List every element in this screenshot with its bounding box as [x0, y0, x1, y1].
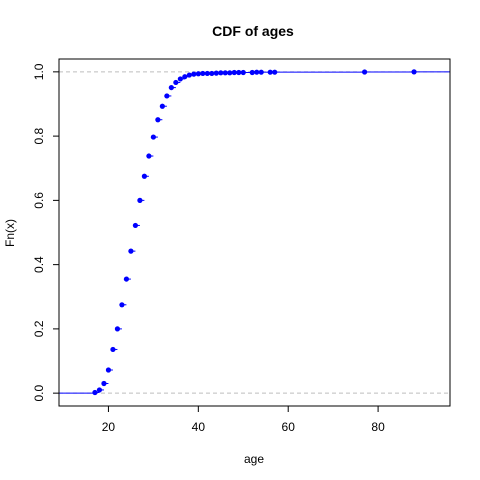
data-point: [222, 70, 228, 76]
data-point: [96, 387, 103, 393]
x-tick-label: 80: [371, 420, 385, 434]
x-axis-label: age: [244, 452, 264, 466]
data-point: [132, 222, 139, 229]
data-point: [362, 69, 368, 75]
data-point: [119, 302, 125, 308]
data-point: [173, 79, 179, 86]
data-point: [411, 69, 417, 75]
y-tick-label: 0.8: [32, 127, 46, 144]
data-point: [218, 70, 224, 76]
data-point: [110, 346, 116, 353]
data-point: [164, 93, 170, 99]
data-point: [249, 69, 255, 76]
y-tick-label: 0.4: [32, 256, 46, 273]
x-tick-label: 60: [282, 420, 296, 434]
data-point: [267, 69, 273, 75]
data-point: [254, 69, 260, 75]
data-point: [200, 70, 206, 77]
data-point: [272, 69, 278, 75]
chart-title: CDF of ages: [212, 23, 294, 39]
data-point: [209, 70, 215, 77]
data-point: [101, 380, 107, 387]
data-point: [240, 69, 246, 76]
y-tick-label: 0.6: [32, 192, 46, 209]
y-tick-label: 0.2: [32, 320, 46, 337]
data-point: [159, 103, 165, 109]
data-point: [236, 69, 242, 76]
data-point: [146, 153, 152, 159]
data-point: [150, 134, 156, 140]
data-point: [182, 74, 188, 80]
data-point: [105, 367, 112, 373]
data-points: [92, 69, 417, 396]
data-point: [177, 76, 183, 82]
x-axis: 20 40 60 80: [102, 406, 385, 434]
data-point: [128, 248, 134, 254]
x-tick-label: 40: [192, 420, 206, 434]
data-point: [227, 70, 233, 76]
data-point: [258, 69, 264, 75]
data-point: [195, 71, 201, 77]
data-point: [186, 72, 192, 78]
data-point: [141, 173, 147, 179]
y-tick-label: 1.0: [32, 63, 46, 80]
data-point: [231, 69, 237, 76]
data-point: [204, 70, 210, 77]
x-tick-label: 20: [102, 420, 116, 434]
plot-frame: [58, 58, 451, 407]
data-point: [168, 84, 174, 91]
data-point: [92, 389, 98, 396]
data-point: [213, 70, 219, 76]
y-axis: 0.0 0.2 0.4 0.6 0.8 1.0: [32, 63, 59, 401]
y-tick-label: 0.0: [32, 384, 46, 401]
data-point: [191, 71, 197, 77]
data-point: [137, 197, 143, 203]
data-point: [155, 117, 161, 123]
data-point: [123, 276, 130, 282]
data-point: [114, 326, 121, 332]
y-axis-label: Fn(x): [3, 219, 17, 247]
